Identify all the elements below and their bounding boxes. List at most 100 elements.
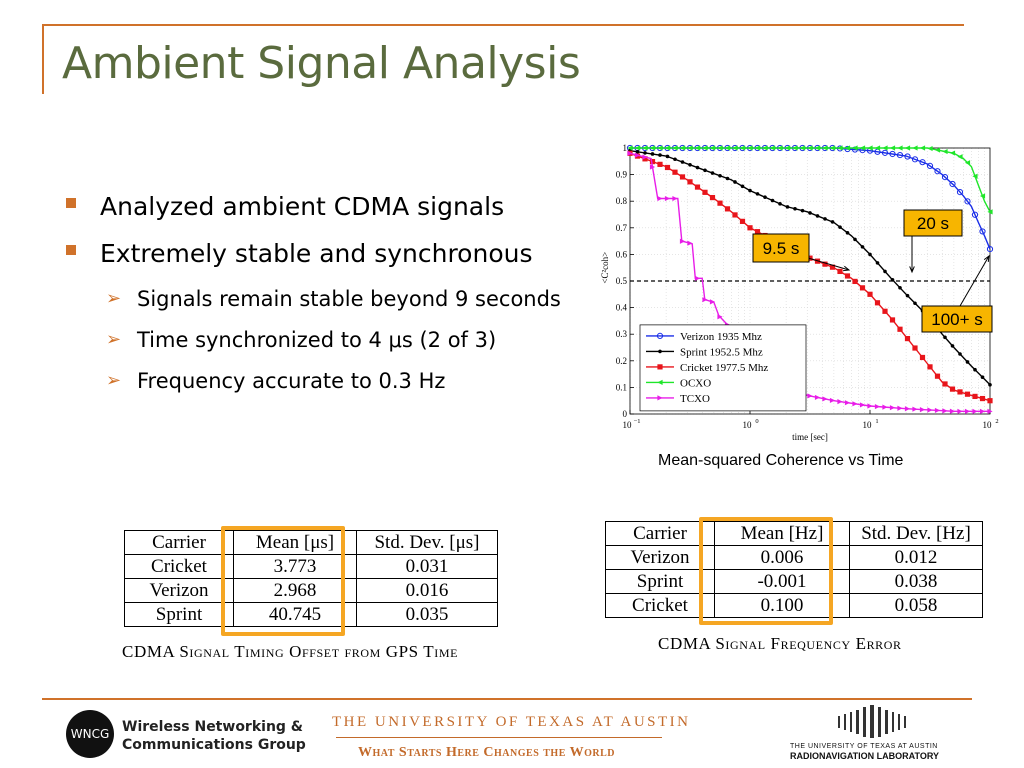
data-point [934, 407, 941, 414]
data-point [649, 145, 656, 151]
data-point [703, 168, 707, 173]
y-tick-label: 0.7 [616, 223, 628, 233]
data-point [642, 154, 648, 160]
table-cell: 0.016 [356, 578, 498, 603]
x-tick-exponent: 1 [875, 418, 878, 425]
data-point [859, 402, 866, 408]
data-point [912, 145, 918, 151]
data-point [718, 173, 722, 178]
data-point [725, 176, 730, 181]
data-point [679, 174, 686, 180]
data-point [950, 344, 955, 348]
table-cell: 0.038 [849, 569, 983, 594]
legend-entry: TCXO [646, 393, 710, 405]
data-point [673, 157, 677, 162]
data-point [838, 225, 842, 229]
legend-label: Cricket 1977.5 Mhz [680, 362, 768, 374]
timing-table-caption: CDMA Signal Timing Offset from GPS Time [122, 642, 459, 661]
data-point [874, 403, 881, 410]
data-point [829, 264, 836, 270]
y-tick-label: 0.3 [616, 329, 628, 339]
data-point [717, 200, 723, 206]
data-point [688, 162, 692, 167]
data-point [800, 208, 805, 213]
table-row: Verizon 0.006 0.012 [605, 545, 983, 570]
annotation-callout: 100+ s [921, 254, 993, 333]
data-point [710, 171, 715, 175]
data-point [702, 145, 708, 151]
data-point [949, 180, 956, 188]
column-header: Mean [μs] [233, 530, 357, 555]
data-point [934, 168, 941, 175]
data-point [793, 206, 797, 211]
y-tick-label: 0.5 [616, 276, 628, 286]
data-point [733, 180, 737, 184]
data-point [942, 148, 948, 155]
y-tick-label: 0.6 [616, 249, 628, 259]
data-point [762, 145, 768, 151]
data-point [904, 153, 911, 160]
table-cell: 0.100 [714, 593, 850, 618]
y-tick-label: 1 [623, 143, 628, 153]
x-axis-label: time [sec] [792, 432, 828, 442]
data-point [934, 147, 941, 153]
lab-university: THE UNIVERSITY OF TEXAS AT AUSTIN [790, 743, 938, 750]
data-point [897, 405, 903, 411]
data-point [987, 209, 993, 215]
column-header: Std. Dev. [Hz] [849, 521, 983, 546]
legend-entry: Sprint 1952.5 Mhz [646, 346, 763, 358]
y-tick-label: 0.8 [616, 196, 628, 206]
table-cell: 0.058 [849, 593, 983, 618]
data-point [679, 145, 686, 151]
data-point [634, 152, 641, 158]
sub-bullet-stable-9s: Signals remain stable beyond 9 seconds [137, 287, 561, 311]
wncg-logo: WNCG [66, 710, 114, 758]
data-point [657, 195, 663, 202]
data-point [874, 145, 881, 151]
table-header-row: Carrier Mean [Hz] Std. Dev. [Hz] [605, 521, 983, 546]
data-point [874, 300, 881, 306]
data-point [979, 408, 986, 414]
annotation-arrowhead [909, 266, 915, 274]
data-point [627, 150, 633, 156]
legend-label: OCXO [680, 377, 711, 389]
table-cell: 0.006 [714, 545, 850, 570]
data-point [717, 145, 723, 151]
data-point [672, 169, 678, 175]
data-point [823, 217, 827, 221]
sub-bullet-time-sync: Time synchronized to 4 μs (2 of 3) [137, 328, 497, 352]
data-point [635, 149, 640, 154]
annotation-box [921, 305, 993, 333]
frequency-error-table: Carrier Mean [Hz] Std. Dev. [Hz] Verizon… [605, 521, 983, 618]
annotation-box [903, 209, 963, 237]
data-point [642, 156, 648, 162]
data-point [777, 145, 783, 151]
data-point [724, 206, 731, 212]
y-tick-label: 0.4 [616, 303, 628, 313]
data-point [949, 150, 956, 156]
data-point [649, 164, 656, 170]
data-point [665, 154, 670, 159]
data-point [912, 345, 918, 351]
data-point [784, 145, 791, 151]
annotation-arrow [807, 257, 850, 271]
data-point [852, 278, 858, 285]
data-point [709, 299, 716, 305]
data-point [687, 240, 693, 246]
data-point [732, 145, 738, 151]
data-point [904, 406, 911, 412]
data-point [755, 192, 760, 196]
annotation-label: 100+ s [931, 310, 983, 329]
data-point [882, 404, 888, 410]
data-point [844, 145, 851, 151]
data-point [664, 145, 671, 151]
data-point [883, 269, 887, 274]
annotation-label: 20 s [917, 214, 949, 233]
mean-column-highlight [699, 517, 833, 625]
data-point [695, 165, 700, 170]
data-point [763, 195, 767, 199]
table-row: Verizon 2.968 0.016 [124, 578, 498, 603]
data-point [769, 145, 776, 151]
data-point [889, 405, 896, 411]
x-tick-label: 10 [863, 420, 873, 430]
